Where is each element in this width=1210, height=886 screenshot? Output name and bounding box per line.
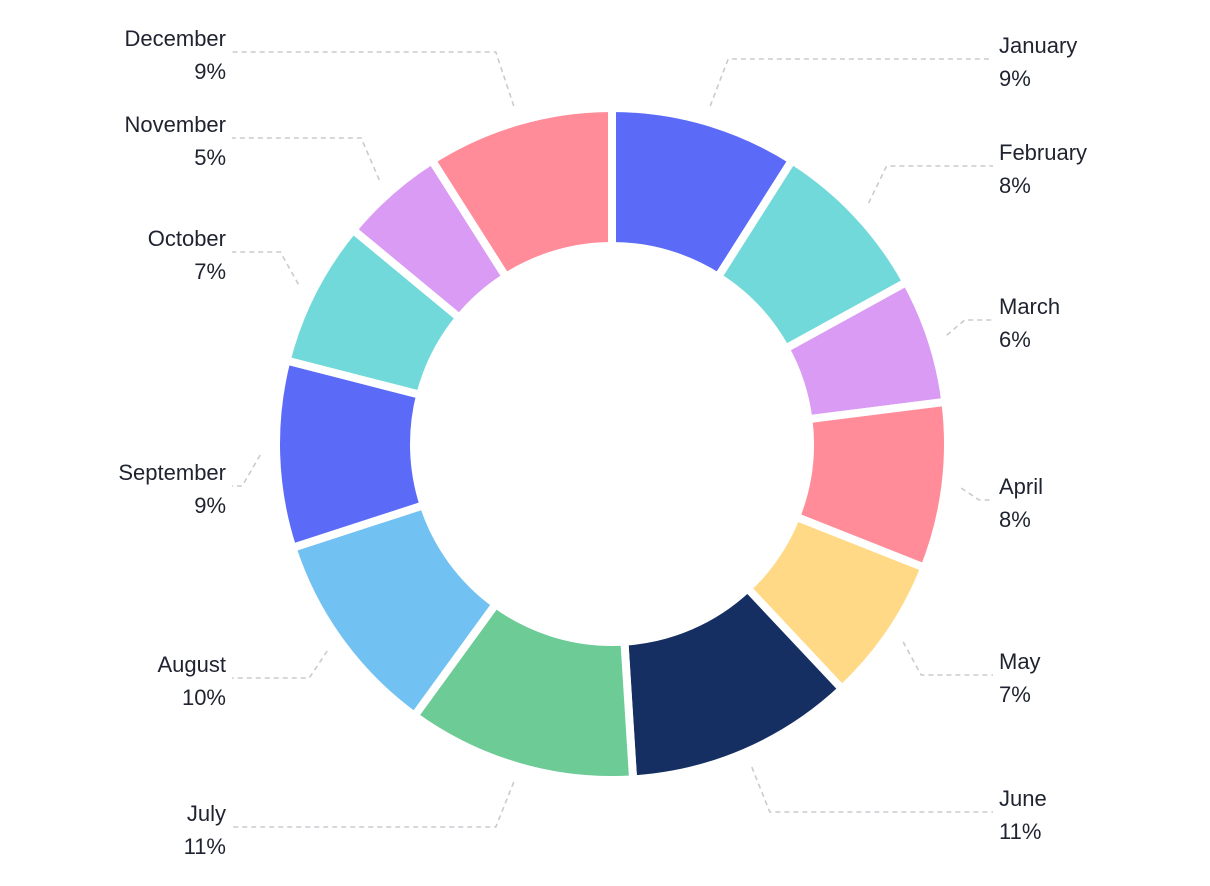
value-label-november: 5% xyxy=(194,145,226,170)
leader-line-january xyxy=(709,58,993,107)
value-label-june: 11% xyxy=(999,819,1041,844)
value-label-september: 9% xyxy=(194,493,226,518)
value-label-july: 11% xyxy=(184,834,226,859)
leader-line-july xyxy=(232,781,515,828)
leader-line-april xyxy=(960,487,993,501)
label-november: November xyxy=(125,112,226,137)
leader-line-september xyxy=(232,454,261,487)
value-label-april: 8% xyxy=(999,507,1031,532)
label-december: December xyxy=(125,26,226,51)
value-label-may: 7% xyxy=(999,682,1031,707)
label-february: February xyxy=(999,140,1087,165)
label-april: April xyxy=(999,474,1043,499)
leader-line-october xyxy=(232,251,300,285)
leader-line-june xyxy=(751,766,993,813)
label-march: March xyxy=(999,294,1060,319)
label-august: August xyxy=(158,652,227,677)
value-label-february: 8% xyxy=(999,173,1031,198)
chart-slices xyxy=(272,104,952,784)
slice-december xyxy=(427,104,616,281)
leader-line-march xyxy=(946,319,993,336)
leader-line-november xyxy=(232,137,380,181)
label-july: July xyxy=(187,801,226,826)
label-september: September xyxy=(118,460,226,485)
label-may: May xyxy=(999,649,1041,674)
value-label-december: 9% xyxy=(194,59,226,84)
leader-line-february xyxy=(867,165,993,204)
value-label-august: 10% xyxy=(182,685,226,710)
leader-line-december xyxy=(232,51,515,107)
value-label-october: 7% xyxy=(194,259,226,284)
chart-labels: January 9% February 8% March 6% April 8% May 7% Ju… xyxy=(118,26,1087,859)
chart-leader-lines xyxy=(232,51,993,828)
label-june: June xyxy=(999,786,1047,811)
leader-line-august xyxy=(232,650,328,679)
value-label-january: 9% xyxy=(999,66,1031,91)
leader-line-may xyxy=(902,641,993,676)
value-label-march: 6% xyxy=(999,327,1031,352)
label-october: October xyxy=(148,226,226,251)
label-january: January xyxy=(999,33,1077,58)
